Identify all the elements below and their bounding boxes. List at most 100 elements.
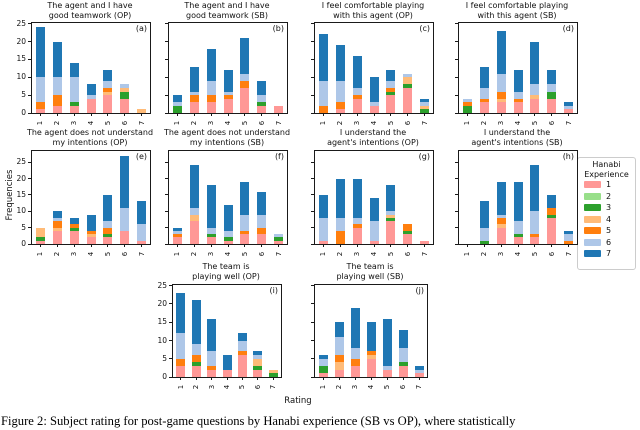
bar-segment (223, 237, 233, 241)
subplot-title: The agent does not understand my intenti… (26, 128, 154, 147)
panel-letter: (j) (415, 286, 424, 295)
legend-entry-label: 3 (606, 203, 612, 213)
bar-segment (52, 41, 62, 78)
bar-segment (69, 217, 79, 225)
subplot-title: I understand the agent's intentions (OP) (327, 128, 419, 147)
legend-swatch-icon (584, 204, 601, 212)
x-tick-label: 1 (36, 251, 45, 257)
bar-segment (103, 80, 113, 88)
x-tick-label: 1 (176, 384, 185, 390)
bar-segment (206, 102, 216, 113)
x-tick (56, 113, 58, 116)
y-tick-label: 15 (16, 189, 26, 199)
bar-segment (496, 227, 506, 244)
bar-segment (240, 80, 250, 88)
y-tick (311, 227, 314, 229)
x-tick-label: 7 (274, 251, 283, 257)
bar-segment (513, 237, 523, 244)
x-tick-label: 1 (463, 251, 472, 257)
x-tick (407, 244, 409, 247)
bar-segment (564, 234, 574, 241)
panel-letter: (a) (135, 24, 147, 33)
bar-segment (222, 355, 232, 370)
y-tick (311, 178, 314, 180)
bar-segment (189, 95, 199, 103)
x-tick (483, 244, 485, 247)
y-tick (28, 194, 31, 196)
x-tick-label: 5 (103, 251, 112, 257)
y-tick-label: 20 (16, 173, 26, 183)
bar-segment (479, 102, 489, 113)
x-tick-label: 2 (192, 384, 201, 390)
y-tick (311, 41, 314, 43)
bar-segment (240, 38, 250, 74)
x-tick (227, 244, 229, 247)
x-tick (322, 377, 324, 380)
bar-segment (207, 351, 217, 367)
y-tick-label: 25 (16, 157, 26, 167)
y-tick (455, 76, 458, 78)
bar-segment (120, 88, 130, 92)
panel-letter: (b) (272, 24, 284, 33)
x-tick-label: 1 (319, 251, 328, 257)
y-tick-label: 10 (157, 335, 167, 345)
x-tick (210, 244, 212, 247)
bar-segment (52, 211, 62, 218)
x-tick-label: 6 (253, 384, 262, 390)
bar-segment (530, 98, 540, 113)
legend-entry: 2 (584, 191, 635, 203)
axes: (a) 0 5 10 15 20 25 1 2 3 4 5 6 7 (16, 19, 151, 125)
bar-segment (206, 237, 216, 244)
bar-segment (369, 77, 379, 103)
y-tick (455, 194, 458, 196)
bar-segment (191, 366, 201, 377)
y-tick (169, 285, 172, 287)
bar-segment (420, 105, 430, 110)
bar-segment (237, 355, 247, 377)
bar-segment (479, 240, 489, 244)
y-tick (169, 321, 172, 323)
x-tick-label: 4 (367, 384, 375, 390)
x-tick (90, 244, 92, 247)
bar-segment (86, 230, 96, 235)
bar-segment (352, 95, 362, 99)
bar-segment (335, 217, 345, 231)
y-tick (165, 227, 168, 229)
bar-segment (403, 88, 413, 113)
bar-segment (137, 240, 147, 244)
y-tick (455, 161, 458, 163)
bar-segment (223, 204, 233, 231)
legend-swatch-icon (584, 227, 601, 235)
bar-segment (189, 214, 199, 222)
bar-segment (35, 77, 45, 103)
bar-segment (547, 98, 557, 113)
y-tick (28, 76, 31, 78)
x-tick (141, 113, 143, 116)
bar-segment (191, 344, 201, 356)
bar-segment (103, 70, 113, 81)
x-tick (261, 113, 263, 116)
x-tick (278, 113, 280, 116)
bar-segment (420, 98, 430, 103)
x-tick-label: 5 (240, 251, 249, 257)
subplot-title: The team is playing well (SB) (336, 262, 404, 281)
bar-segment (496, 91, 506, 99)
x-tick (257, 377, 259, 380)
bar-segment (530, 211, 540, 235)
bar-segment (206, 234, 216, 238)
x-tick (176, 113, 178, 116)
x-tick-label: 5 (238, 384, 247, 390)
panel-letter: (f) (274, 152, 284, 161)
x-tick (227, 113, 229, 116)
x-tick (39, 113, 41, 116)
y-tick (28, 227, 31, 229)
legend-title: Hanabi Experience (584, 160, 629, 179)
bar-segment (352, 224, 362, 228)
y-tick-label: 0 (162, 372, 167, 381)
bar-segment (414, 373, 424, 377)
y-tick (455, 243, 458, 245)
bar-segment (120, 230, 130, 244)
bar-segment (318, 105, 328, 113)
x-tick (322, 113, 324, 116)
